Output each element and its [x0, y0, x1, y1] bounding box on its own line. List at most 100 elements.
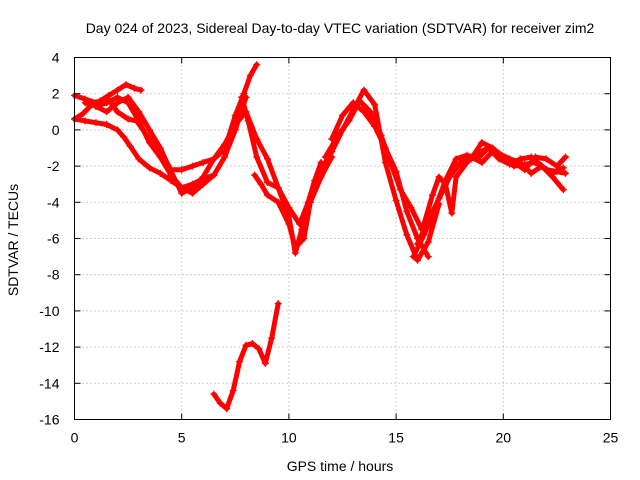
data-point	[210, 171, 218, 179]
data-point	[188, 180, 196, 188]
data-point	[113, 126, 121, 134]
data-point	[246, 72, 254, 80]
data-point	[360, 108, 368, 116]
data-point	[435, 173, 443, 181]
data-point	[122, 81, 130, 89]
data-point	[542, 155, 550, 163]
data-point	[345, 117, 353, 125]
data-point	[392, 196, 400, 204]
data-point	[328, 135, 336, 143]
data-point	[321, 153, 329, 161]
chart-title: Day 024 of 2023, Sidereal Day-to-day VTE…	[86, 20, 595, 36]
data-point	[210, 390, 218, 398]
data-point	[478, 158, 486, 166]
y-tick-label: -10	[39, 303, 59, 319]
data-point	[257, 180, 265, 188]
data-point	[371, 101, 379, 109]
data-point	[113, 108, 121, 116]
data-point	[135, 108, 143, 116]
data-point	[360, 86, 368, 94]
data-point	[223, 405, 231, 413]
data-point	[263, 178, 271, 186]
data-point	[561, 169, 569, 177]
data-point	[113, 86, 121, 94]
data-point	[306, 193, 314, 201]
data-point	[156, 144, 164, 152]
data-point	[561, 153, 569, 161]
data-point	[366, 108, 374, 116]
data-point	[392, 168, 400, 176]
data-point	[188, 162, 196, 170]
data-point	[429, 191, 437, 199]
data-point	[553, 162, 561, 170]
data-point	[126, 142, 134, 150]
data-point	[420, 220, 428, 228]
data-point	[178, 184, 186, 192]
data-point	[253, 61, 261, 69]
data-point	[538, 162, 546, 170]
data-point	[210, 155, 218, 163]
data-point	[381, 158, 389, 166]
y-tick-label: -2	[47, 158, 60, 174]
data-point	[559, 186, 567, 194]
y-tick-label: -14	[39, 375, 59, 391]
data-point	[274, 198, 282, 206]
data-point	[499, 153, 507, 161]
data-point	[146, 126, 154, 134]
data-point	[261, 359, 269, 367]
data-point	[199, 180, 207, 188]
data-point	[424, 238, 432, 246]
data-point	[371, 122, 379, 130]
data-point	[527, 169, 535, 177]
data-point	[559, 164, 567, 172]
data-point	[467, 155, 475, 163]
data-point	[446, 173, 454, 181]
x-tick-label: 25	[603, 430, 619, 446]
data-point	[167, 171, 175, 179]
x-tick-label: 0	[71, 430, 79, 446]
data-point	[274, 300, 282, 308]
data-point	[188, 189, 196, 197]
x-tick-label: 10	[281, 430, 297, 446]
data-point	[253, 135, 261, 143]
data-point	[103, 99, 111, 107]
data-point	[456, 162, 464, 170]
y-tick-label: -12	[39, 339, 59, 355]
data-point	[549, 169, 557, 177]
data-point	[274, 184, 282, 192]
y-tick-label: 4	[52, 50, 60, 66]
data-point	[103, 108, 111, 116]
data-point	[403, 207, 411, 215]
data-point	[300, 235, 308, 242]
data-point	[81, 117, 89, 125]
data-point	[221, 153, 229, 161]
y-tick-label: -4	[47, 194, 60, 210]
data-point	[120, 133, 128, 141]
x-axis-label: GPS time / hours	[287, 458, 394, 474]
data-point	[229, 387, 237, 395]
data-point	[146, 139, 154, 147]
data-point	[242, 108, 250, 116]
data-point	[285, 204, 293, 212]
data-point	[124, 115, 132, 123]
data-point	[291, 244, 299, 252]
data-point	[414, 240, 422, 248]
data-point	[221, 140, 229, 148]
data-point	[407, 204, 415, 212]
data-point	[263, 155, 271, 163]
y-tick-label: -8	[47, 267, 60, 283]
data-point	[92, 119, 100, 127]
data-point	[489, 144, 497, 152]
data-point	[146, 164, 154, 172]
data-point	[156, 153, 164, 161]
data-point	[255, 345, 263, 353]
data-traces	[71, 61, 569, 413]
data-point	[178, 166, 186, 174]
series-sat-l	[329, 100, 431, 260]
data-point	[516, 155, 524, 163]
data-point	[435, 195, 443, 203]
y-tick-label: 0	[52, 122, 60, 138]
data-point	[238, 93, 246, 101]
data-point	[349, 99, 357, 107]
data-point	[242, 341, 250, 349]
